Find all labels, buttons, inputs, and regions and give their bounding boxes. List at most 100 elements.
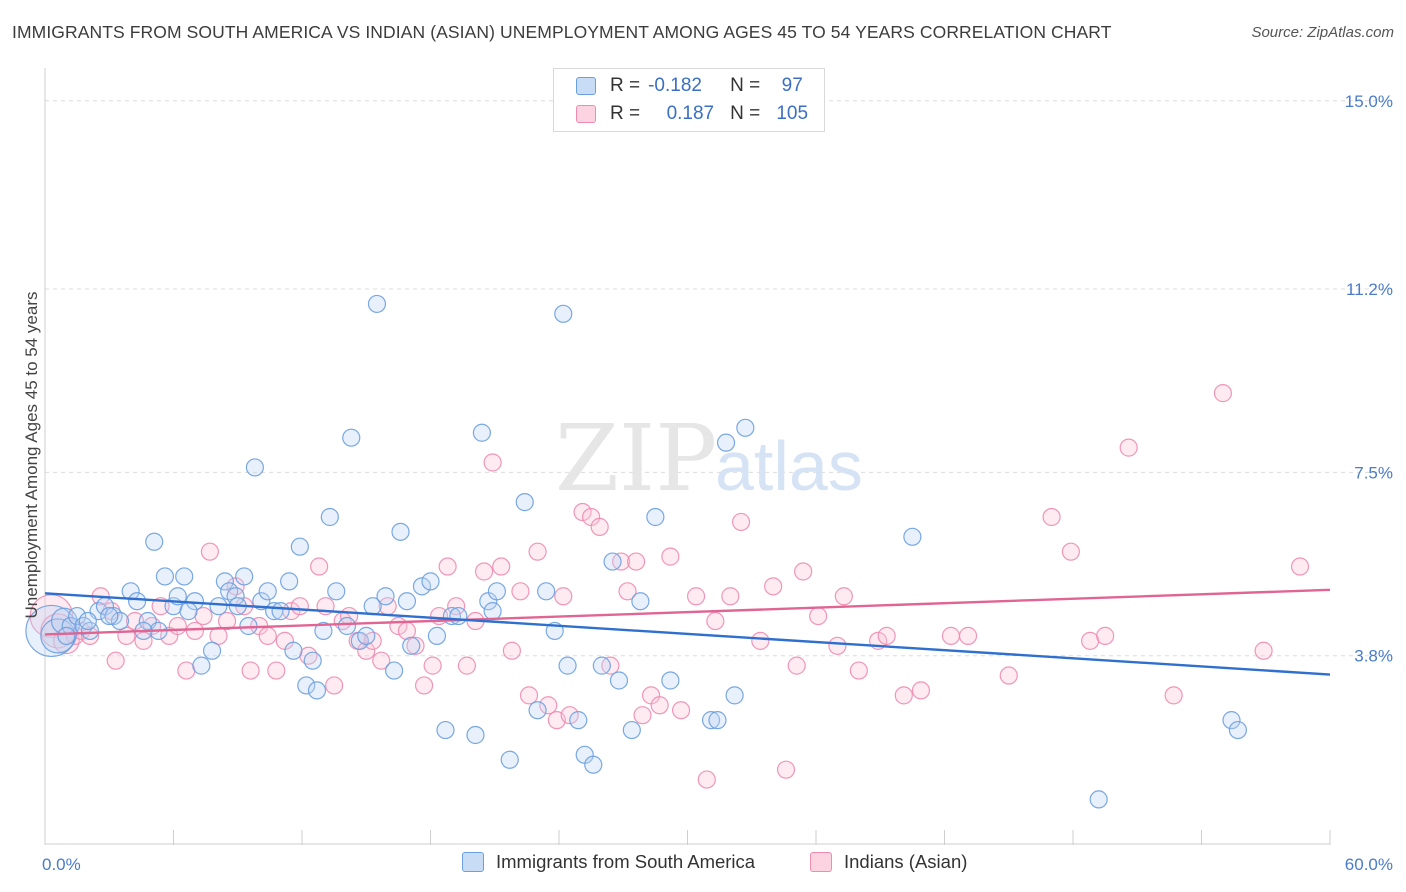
source-label: Source: ZipAtlas.com xyxy=(1251,24,1394,41)
data-point xyxy=(1228,720,1248,740)
data-point xyxy=(280,572,299,591)
data-point xyxy=(1042,507,1061,527)
data-point xyxy=(110,611,130,631)
data-point xyxy=(290,537,309,556)
data-point xyxy=(414,676,434,695)
y-tick-labels: 3.8% 7.5% 11.2% 15.0% xyxy=(1345,92,1393,666)
data-point xyxy=(554,587,573,606)
data-point xyxy=(372,651,391,670)
legend-swatch-pink xyxy=(810,852,832,872)
data-point xyxy=(376,587,395,606)
data-point xyxy=(427,626,447,645)
data-point xyxy=(646,507,665,527)
data-point xyxy=(809,606,828,626)
data-point xyxy=(1164,686,1183,705)
data-point xyxy=(209,597,228,616)
data-point xyxy=(337,616,357,636)
data-point xyxy=(483,602,502,621)
data-point xyxy=(716,433,736,452)
data-point xyxy=(438,557,457,576)
data-point xyxy=(357,626,376,645)
axes xyxy=(44,68,1331,845)
data-point xyxy=(284,641,303,660)
data-point xyxy=(736,418,755,437)
data-point xyxy=(1061,542,1080,561)
data-point xyxy=(708,711,727,730)
legend-r-value: -0.182 xyxy=(648,75,702,96)
data-point xyxy=(894,686,913,705)
x-tick-label: 60.0% xyxy=(1345,855,1393,874)
data-point xyxy=(511,582,530,601)
data-point xyxy=(626,552,646,571)
data-point xyxy=(241,661,260,680)
data-point xyxy=(106,651,125,670)
data-point xyxy=(1290,557,1310,576)
data-point xyxy=(258,626,277,645)
data-point xyxy=(314,621,333,641)
data-point xyxy=(622,720,641,740)
data-point xyxy=(436,720,455,740)
data-point xyxy=(466,725,485,745)
data-point xyxy=(258,582,277,601)
data-point xyxy=(367,294,387,314)
data-point xyxy=(357,641,376,660)
data-point xyxy=(500,750,519,769)
data-point xyxy=(202,641,222,660)
data-point xyxy=(731,512,751,532)
data-point xyxy=(168,616,187,636)
data-point xyxy=(528,701,547,720)
data-point xyxy=(78,611,97,631)
data-point xyxy=(573,502,592,522)
legend-n-value: 105 xyxy=(776,103,809,124)
data-point xyxy=(391,522,410,541)
data-point xyxy=(185,621,205,641)
data-point xyxy=(457,656,477,675)
data-point xyxy=(650,696,669,715)
data-point xyxy=(449,606,468,626)
data-point xyxy=(1254,641,1273,660)
data-point xyxy=(787,656,806,675)
legend-swatch-blue xyxy=(462,852,484,872)
watermark-atlas: atlas xyxy=(715,427,863,505)
legend-n-value: 97 xyxy=(781,75,803,96)
legend-r-label: R = xyxy=(610,75,641,96)
data-point xyxy=(560,706,579,725)
trendlines xyxy=(44,588,1331,676)
data-point xyxy=(217,611,237,631)
data-point xyxy=(502,641,521,660)
data-point xyxy=(661,671,680,690)
data-point xyxy=(290,597,309,616)
data-point xyxy=(57,626,76,645)
legend-n-label: N = xyxy=(730,103,761,124)
trendline-south-america xyxy=(44,592,1331,676)
series-legend: Immigrants from South America Indians (A… xyxy=(0,851,1406,879)
data-point xyxy=(697,770,716,789)
data-point xyxy=(671,701,691,720)
x-tick-labels: 0.0% 60.0% xyxy=(42,855,1393,874)
legend-label: Immigrants from South America xyxy=(496,851,756,872)
watermark-zip: ZIP xyxy=(555,405,717,512)
data-point xyxy=(751,631,770,650)
data-point xyxy=(631,592,650,611)
chart-title: IMMIGRANTS FROM SOUTH AMERICA VS INDIAN … xyxy=(12,22,1112,42)
data-point xyxy=(721,587,740,606)
correlation-legend: R = -0.182 N = 97 R = 0.187 N = 105 xyxy=(553,68,825,132)
y-tick-label: 3.8% xyxy=(1354,647,1393,666)
data-point xyxy=(175,567,194,586)
data-point xyxy=(569,711,588,730)
data-point xyxy=(834,587,853,606)
data-point xyxy=(1119,438,1138,457)
data-point xyxy=(412,577,432,596)
data-point xyxy=(1096,626,1115,645)
data-point xyxy=(725,686,744,705)
data-point xyxy=(515,493,534,512)
data-point xyxy=(1213,384,1233,403)
data-point xyxy=(828,636,847,655)
data-point xyxy=(537,582,556,601)
data-point xyxy=(661,547,680,566)
data-point xyxy=(584,755,603,774)
data-point xyxy=(999,666,1018,685)
data-point xyxy=(384,661,404,680)
legend-label: Indians (Asian) xyxy=(844,851,968,872)
